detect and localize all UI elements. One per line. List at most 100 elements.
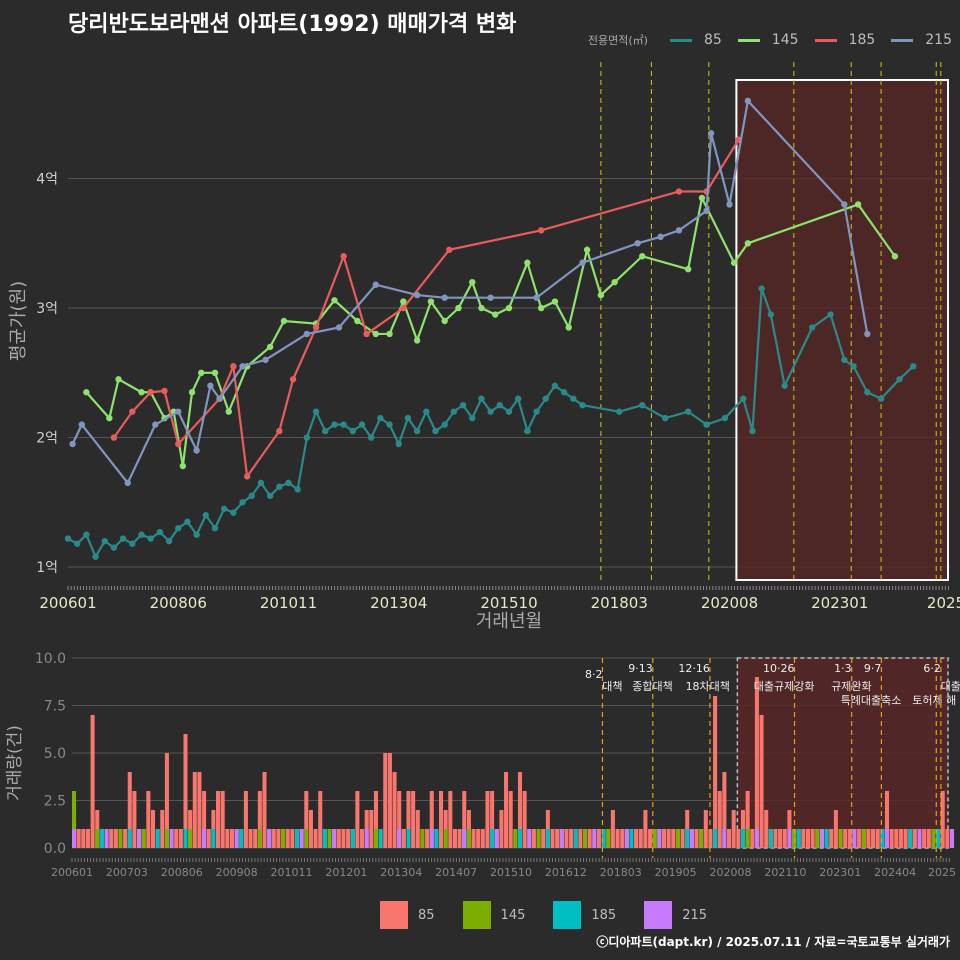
volume-bar-85 bbox=[759, 715, 764, 848]
volume-bar-85 bbox=[457, 829, 462, 848]
volume-bar-85 bbox=[76, 829, 81, 848]
series-point-145 bbox=[266, 343, 274, 351]
annotation-date: 8·2 bbox=[585, 668, 603, 681]
series-point-85 bbox=[211, 525, 219, 532]
volume-bar-85 bbox=[736, 829, 741, 848]
volume-bar-145 bbox=[606, 829, 611, 848]
series-point-215 bbox=[657, 233, 664, 241]
volume-bar-215 bbox=[852, 829, 857, 848]
series-point-85 bbox=[147, 535, 154, 542]
series-point-145 bbox=[188, 389, 196, 396]
y-axis-label: 거래량(건) bbox=[5, 725, 25, 801]
x-tick-label: 201407 bbox=[435, 866, 477, 879]
volume-bar-215 bbox=[332, 829, 337, 848]
volume-bar-185 bbox=[517, 829, 523, 848]
legend-label-215: 215 bbox=[925, 32, 952, 48]
series-point-215 bbox=[175, 408, 182, 415]
series-point-85 bbox=[119, 535, 127, 542]
volume-bar-85 bbox=[531, 829, 536, 848]
legend-label-bar-215: 215 bbox=[682, 907, 708, 923]
volume-bar-85 bbox=[945, 829, 950, 848]
series-point-85 bbox=[896, 376, 903, 383]
volume-bar-85 bbox=[202, 791, 207, 848]
series-point-145 bbox=[83, 389, 90, 396]
volume-bar-85 bbox=[206, 829, 211, 848]
series-point-145 bbox=[639, 253, 646, 260]
volume-bar-215 bbox=[202, 829, 207, 848]
y-tick-label: 10.0 bbox=[35, 651, 66, 667]
volume-bar-185 bbox=[685, 829, 690, 848]
legend-key-215 bbox=[891, 38, 914, 42]
volume-bar-85 bbox=[550, 829, 555, 848]
annotation-date: 1·3 bbox=[834, 662, 852, 675]
volume-bar-85 bbox=[833, 810, 838, 848]
series-point-85 bbox=[524, 427, 531, 435]
volume-bar-85 bbox=[810, 829, 815, 848]
x-tick-label: 201803 bbox=[591, 594, 648, 612]
volume-bar-215 bbox=[559, 829, 564, 848]
series-point-145 bbox=[106, 414, 113, 422]
series-point-85 bbox=[349, 427, 357, 435]
volume-bar-85 bbox=[276, 829, 281, 848]
volume-bar-145 bbox=[281, 829, 286, 848]
volume-bar-85 bbox=[183, 734, 188, 848]
volume-bar-85 bbox=[132, 791, 137, 848]
series-point-85 bbox=[404, 414, 412, 422]
series-point-85 bbox=[358, 421, 366, 428]
series-point-145 bbox=[611, 278, 618, 286]
volume-bar-85 bbox=[727, 829, 732, 848]
volume-bar-85 bbox=[336, 829, 341, 848]
volume-bar-85 bbox=[634, 829, 639, 848]
volume-bar-215 bbox=[592, 829, 597, 848]
volume-bar-85 bbox=[480, 829, 485, 848]
volume-bar-185 bbox=[406, 829, 411, 848]
volume-bar-145 bbox=[188, 829, 193, 848]
volume-bar-85 bbox=[355, 791, 360, 848]
series-point-185 bbox=[175, 440, 182, 448]
highlight-region bbox=[735, 79, 949, 581]
x-tick-label: 201510 bbox=[490, 866, 532, 879]
series-point-85 bbox=[542, 395, 549, 402]
series-point-85 bbox=[910, 363, 917, 370]
series-point-185 bbox=[312, 324, 320, 331]
annotation-label: 대책 bbox=[602, 680, 622, 693]
volume-bar-85 bbox=[717, 791, 722, 848]
volume-bar-85 bbox=[248, 829, 253, 848]
x-tick-label: 201011 bbox=[260, 594, 317, 612]
volume-bar-85 bbox=[898, 829, 903, 848]
volume-bar-85 bbox=[703, 810, 708, 848]
volume-bar-85 bbox=[508, 791, 513, 848]
volume-bar-85 bbox=[829, 829, 834, 848]
volume-bar-85 bbox=[304, 791, 309, 848]
series-point-185 bbox=[243, 473, 251, 480]
x-tick-label: 201304 bbox=[380, 866, 422, 879]
series-point-145 bbox=[730, 259, 738, 266]
series-point-85 bbox=[808, 324, 816, 331]
series-point-215 bbox=[707, 130, 715, 137]
legend-label-145: 145 bbox=[771, 32, 799, 48]
series-point-85 bbox=[312, 408, 320, 415]
volume-bar-85 bbox=[452, 829, 457, 848]
series-point-185 bbox=[230, 363, 237, 370]
volume-bar-215 bbox=[364, 829, 369, 848]
series-point-85 bbox=[560, 389, 568, 396]
series-point-85 bbox=[740, 395, 747, 402]
volume-bar-85 bbox=[271, 829, 276, 848]
y-tick-label: 2.5 bbox=[44, 794, 66, 810]
volume-bar-85 bbox=[290, 829, 295, 848]
series-point-145 bbox=[386, 330, 393, 338]
volume-bar-145 bbox=[536, 829, 541, 848]
series-point-85 bbox=[276, 483, 283, 490]
x-tick-label: 200908 bbox=[216, 866, 258, 879]
x-tick-label: 200806 bbox=[161, 866, 203, 879]
volume-bar-85 bbox=[415, 810, 420, 848]
volume-bar-85 bbox=[178, 829, 183, 848]
y-tick-label: 3억 bbox=[36, 301, 58, 317]
volume-bar-85 bbox=[764, 810, 769, 848]
series-point-145 bbox=[455, 304, 462, 312]
volume-bar-215 bbox=[104, 829, 109, 848]
volume-bar-185 bbox=[573, 829, 578, 848]
volume-bar-85 bbox=[438, 791, 444, 848]
volume-bar-85 bbox=[262, 772, 267, 848]
